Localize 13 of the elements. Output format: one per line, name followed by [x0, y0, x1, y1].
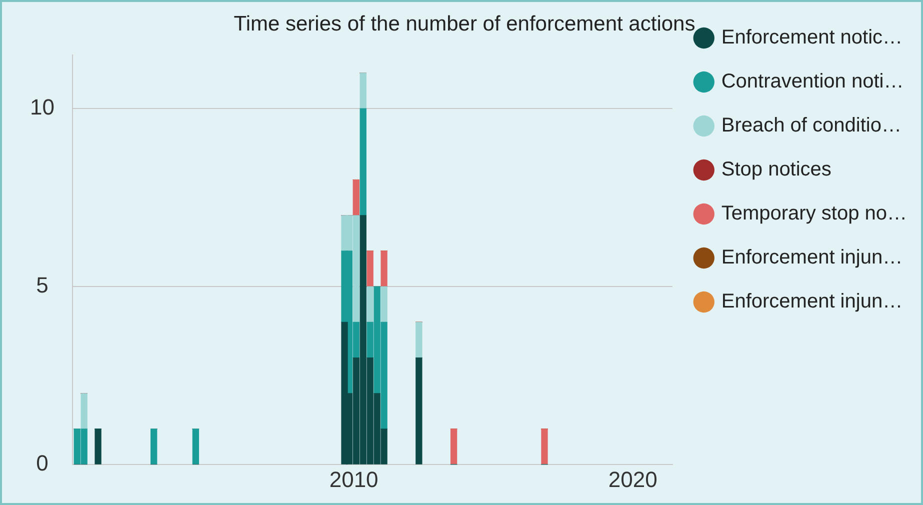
- chart-title: Time series of the number of enforcement actions: [234, 12, 696, 36]
- y-tick-label: 10: [30, 94, 54, 120]
- legend-label: Enforcement notic…: [721, 26, 903, 49]
- legend-label: Stop notices: [721, 158, 832, 181]
- legend-label: Enforcement injun…: [721, 290, 903, 313]
- y-tick-label: 5: [36, 272, 48, 298]
- legend-label: Enforcement injun…: [721, 246, 903, 269]
- legend-label: Temporary stop no…: [721, 202, 908, 225]
- x-tick-label: 2010: [329, 466, 378, 492]
- y-tick-label: 0: [36, 450, 48, 476]
- legend-label: Contravention noti…: [721, 70, 904, 93]
- legend-label: Breach of conditio…: [721, 114, 902, 137]
- x-tick-label: 2020: [608, 466, 658, 492]
